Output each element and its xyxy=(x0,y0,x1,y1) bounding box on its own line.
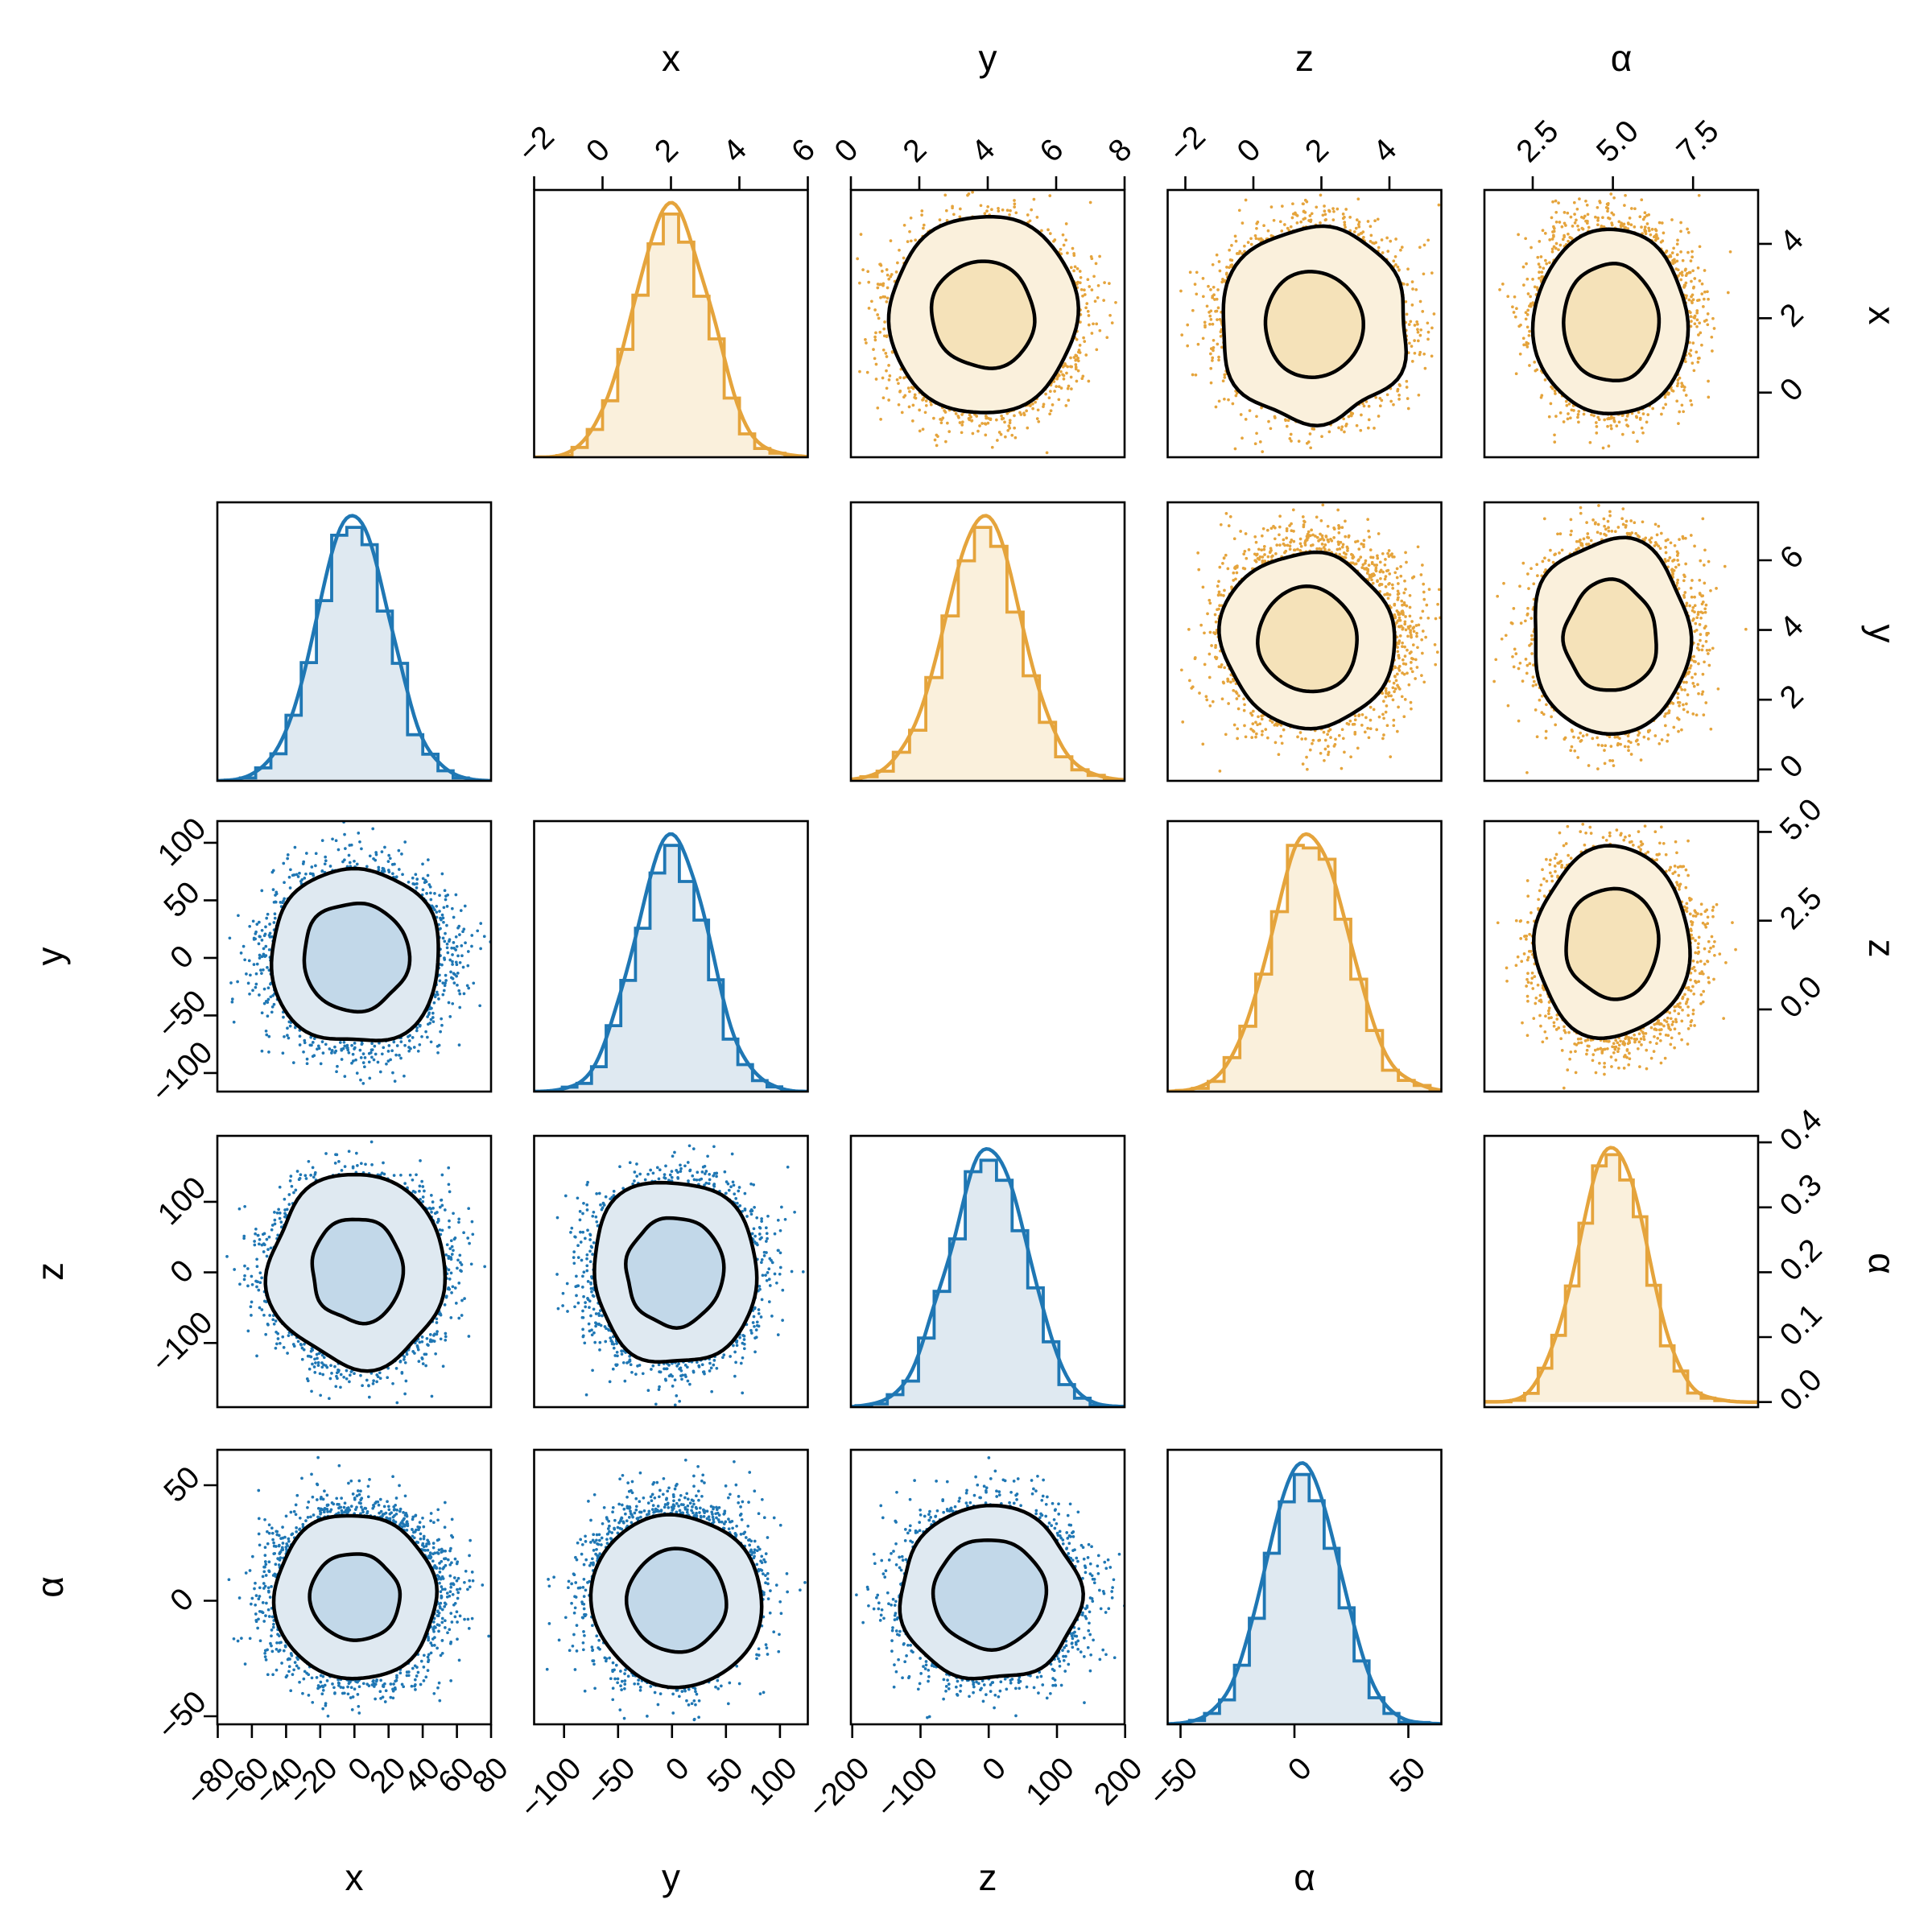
svg-text:z: z xyxy=(1861,939,1903,958)
svg-text:z: z xyxy=(29,1262,71,1281)
svg-text:x: x xyxy=(1861,307,1903,325)
svg-text:x: x xyxy=(345,1856,364,1898)
svg-text:α: α xyxy=(1611,37,1633,79)
svg-text:y: y xyxy=(979,37,997,79)
svg-text:α: α xyxy=(29,1576,71,1598)
svg-text:y: y xyxy=(1861,625,1903,643)
svg-text:α: α xyxy=(1861,1253,1903,1274)
svg-text:z: z xyxy=(1295,37,1314,79)
svg-text:α: α xyxy=(1294,1856,1315,1898)
svg-text:y: y xyxy=(29,947,71,966)
svg-text:x: x xyxy=(662,37,680,79)
svg-text:z: z xyxy=(979,1856,997,1898)
svg-text:y: y xyxy=(662,1856,680,1898)
